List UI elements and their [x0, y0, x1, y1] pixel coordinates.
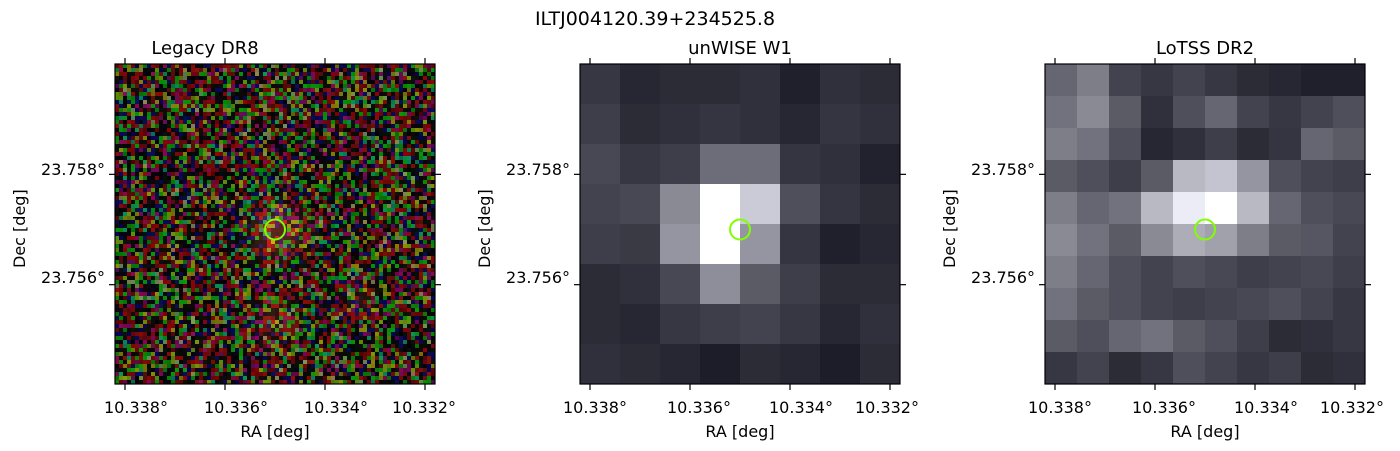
plot-frame — [579, 63, 901, 385]
x-tick-label: 10.338° — [104, 398, 168, 417]
x-tick-label: 10.338° — [563, 398, 627, 417]
x-tick-label: 10.338° — [1028, 398, 1092, 417]
figure-title: ILTJ004120.39+234525.8 — [534, 8, 776, 30]
axes-overlay — [109, 58, 441, 390]
x-axis-label: RA [deg] — [240, 422, 310, 441]
axes-overlay — [574, 58, 906, 390]
x-tick-label: 10.332° — [1320, 398, 1384, 417]
x-tick-label: 10.336° — [1132, 398, 1196, 417]
y-tick-label: 23.756° — [506, 268, 570, 287]
y-axis-label: Dec [deg] — [475, 189, 494, 268]
x-axis-label: RA [deg] — [1170, 422, 1240, 441]
panel-title: Legacy DR8 — [151, 38, 259, 59]
plot-frame — [1044, 63, 1366, 385]
x-tick-label: 10.336° — [667, 398, 731, 417]
panel-title: unWISE W1 — [688, 38, 792, 59]
x-tick-label: 10.334° — [1234, 398, 1298, 417]
axes-overlay — [1039, 58, 1371, 390]
plot-frame — [114, 63, 436, 385]
unwise-image — [580, 64, 900, 384]
source-marker — [729, 218, 751, 241]
x-tick-label: 10.332° — [392, 398, 456, 417]
x-axis-label: RA [deg] — [705, 422, 775, 441]
y-tick-label: 23.756° — [971, 268, 1035, 287]
y-tick-label: 23.758° — [506, 160, 570, 179]
image-plot-legacy — [109, 58, 441, 390]
y-axis-label: Dec [deg] — [940, 189, 959, 268]
panel-legacy: Legacy DR8 RA [deg] Dec [deg] 10.338° 10… — [0, 0, 465, 451]
lotss-image — [1045, 64, 1365, 384]
panel-unwise: unWISE W1 RA [deg] Dec [deg] 10.338° 10.… — [465, 0, 930, 451]
y-tick-label: 23.756° — [41, 268, 105, 287]
x-tick-label: 10.332° — [855, 398, 919, 417]
source-marker — [264, 218, 286, 241]
image-plot-lotss — [1039, 58, 1371, 390]
y-tick-label: 23.758° — [971, 160, 1035, 179]
x-tick-label: 10.334° — [769, 398, 833, 417]
panel-title: LoTSS DR2 — [1155, 38, 1255, 59]
source-marker — [1194, 218, 1216, 241]
y-axis-label: Dec [deg] — [10, 189, 29, 268]
panel-lotss: LoTSS DR2 RA [deg] Dec [deg] 10.338° 10.… — [930, 0, 1395, 451]
x-tick-label: 10.334° — [304, 398, 368, 417]
legacy-image — [115, 64, 435, 384]
x-tick-label: 10.336° — [204, 398, 268, 417]
image-plot-unwise — [574, 58, 906, 390]
y-tick-label: 23.758° — [41, 160, 105, 179]
